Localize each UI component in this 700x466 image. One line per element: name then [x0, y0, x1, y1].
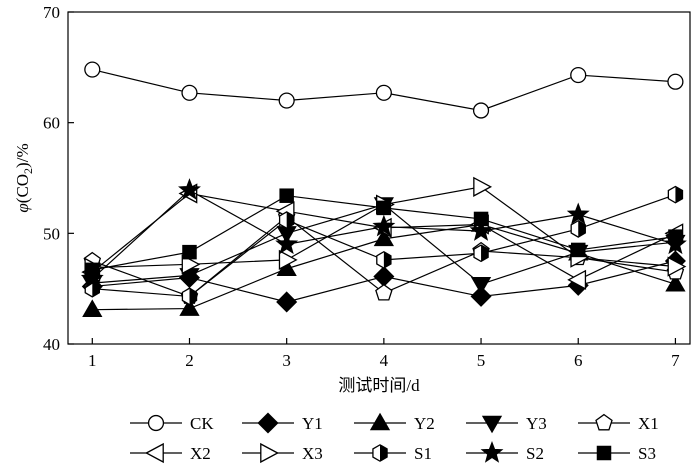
data-point-s2: [80, 266, 104, 289]
legend-marker-s2: [480, 440, 504, 463]
x-tick-label: 6: [574, 351, 583, 370]
x-tick-label: 5: [477, 351, 486, 370]
data-point-s2: [178, 178, 201, 200]
y-axis-title-unit: )/%: [13, 143, 32, 168]
data-point-s3: [668, 229, 683, 244]
data-point-s2: [566, 202, 590, 225]
data-point-s2: [372, 214, 396, 237]
data-point-s2: [469, 219, 493, 241]
legend-marker-y1: [257, 412, 279, 434]
data-point-s1: [570, 219, 586, 238]
data-point-s1: [376, 250, 392, 269]
legend-label-s3: S3: [638, 444, 656, 463]
data-point-s3: [279, 188, 294, 203]
legend-label-s2: S2: [526, 444, 544, 463]
legend-marker-x3: [260, 442, 279, 464]
data-point-x1: [375, 283, 393, 301]
legend-item-x1: X1: [578, 413, 659, 433]
x-tick-label: 3: [282, 351, 291, 370]
data-point-x3: [278, 249, 298, 270]
data-point-x3: [181, 254, 201, 275]
legend-item-s2: S2: [466, 440, 544, 463]
legend-item-y2: Y2: [354, 412, 435, 433]
legend-label-y2: Y2: [414, 414, 435, 433]
data-point-ck: [181, 84, 198, 101]
data-point-ck: [84, 61, 101, 78]
legend-label-s1: S1: [414, 444, 432, 463]
legend-marker-y2: [369, 412, 391, 431]
data-point-ck: [278, 92, 295, 109]
legend-label-y1: Y1: [302, 414, 323, 433]
data-point-ck: [375, 84, 392, 101]
x-tick-label: 4: [380, 351, 389, 370]
legend-marker-s1: [372, 444, 388, 462]
data-point-s2: [275, 232, 299, 255]
series-ck: [84, 61, 684, 119]
legend-label-y3: Y3: [526, 414, 547, 433]
data-point-x3: [667, 256, 687, 277]
legend-label-x1: X1: [638, 414, 659, 433]
legend-item-x3: X3: [242, 442, 323, 464]
x-axis-title: 测试时间/d: [338, 376, 420, 395]
legend-marker-ck: [147, 414, 165, 432]
series-s2: [80, 178, 687, 289]
legend-marker-s3: [596, 445, 612, 461]
data-point-ck: [667, 73, 684, 90]
data-point-s3: [570, 242, 586, 258]
legend-label-x2: X2: [190, 444, 211, 463]
data-point-x3: [473, 176, 493, 197]
legend-label-x3: X3: [302, 444, 323, 463]
y-tick-label: 40: [43, 335, 60, 354]
legend-marker-y3: [481, 415, 503, 434]
x-tick-label: 2: [185, 351, 194, 370]
legend-item-y3: Y3: [466, 414, 547, 434]
data-point-y1: [276, 291, 298, 313]
x-tick-label: 1: [88, 351, 97, 370]
y-tick-label: 50: [43, 224, 60, 243]
data-point-s3: [473, 211, 489, 227]
data-point-y1: [373, 265, 395, 288]
series-group: [80, 61, 687, 317]
series-s1: [84, 185, 684, 306]
legend: CK Y1 Y2 Y3 X1 X2 X3 S1 S2 S3: [130, 412, 659, 464]
data-point-y1: [470, 285, 492, 307]
data-point-s1: [473, 244, 489, 263]
data-point-s3: [182, 244, 197, 260]
legend-marker-x2: [145, 442, 164, 464]
legend-item-s1: S1: [354, 444, 432, 463]
legend-label-ck: CK: [190, 414, 214, 433]
legend-item-s3: S3: [578, 444, 656, 463]
axis-labels: 测试时间/d φ(CO2)/%: [13, 143, 420, 395]
x-tick-label: 7: [671, 351, 680, 370]
y-tick-label: 60: [43, 114, 60, 133]
y-axis-title-text: (CO: [13, 174, 32, 203]
data-point-y2: [373, 228, 394, 247]
data-point-s1: [181, 287, 198, 306]
plot-area: [67, 11, 691, 345]
data-point-y2: [179, 298, 200, 316]
data-point-y2: [82, 299, 103, 317]
data-point-s3: [85, 262, 100, 278]
data-point-y3: [470, 276, 492, 295]
y-axis-title-symbol: φ: [13, 203, 32, 212]
legend-item-ck: CK: [130, 414, 214, 433]
data-point-s1: [667, 185, 684, 204]
axes: 1 2 3 4 5 6 7 40 50 60 70: [43, 3, 680, 370]
y-axis-title-subscript: 2: [21, 168, 35, 174]
data-point-s1: [278, 211, 295, 229]
legend-item-y1: Y1: [242, 412, 323, 434]
data-point-x2: [567, 269, 587, 290]
legend-item-x2: X2: [130, 442, 211, 464]
data-point-y2: [665, 273, 686, 292]
data-point-ck: [472, 102, 490, 119]
data-point-ck: [570, 66, 587, 84]
series-s3: [85, 188, 683, 278]
data-point-s3: [376, 200, 392, 216]
y-tick-label: 70: [43, 3, 60, 22]
y-axis-title: φ(CO2)/%: [13, 143, 35, 212]
plot-frame: [67, 11, 691, 345]
legend-marker-x1: [595, 413, 613, 431]
